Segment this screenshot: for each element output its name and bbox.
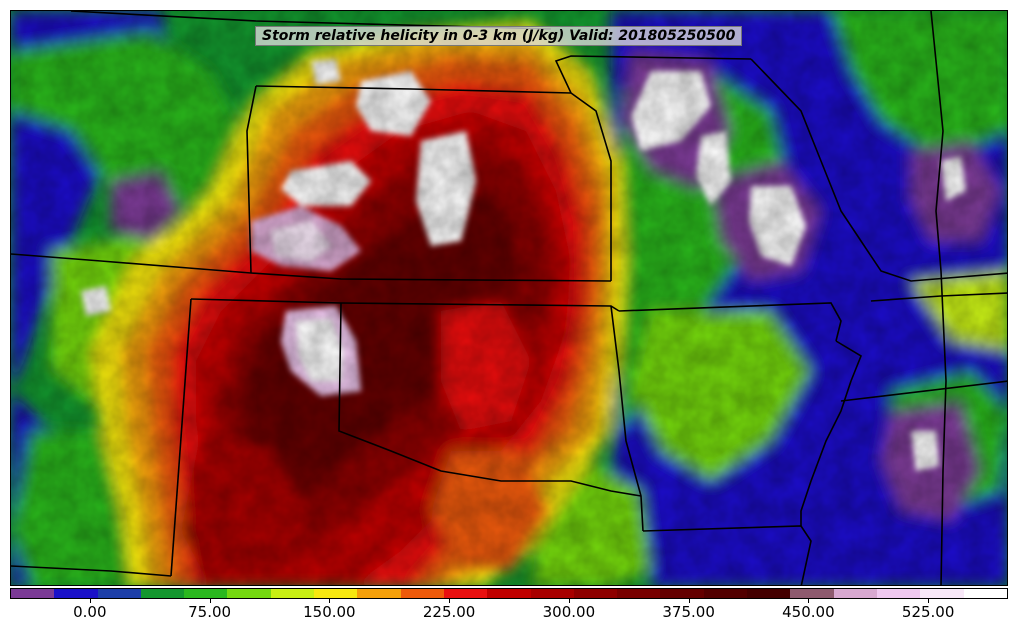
colorbar-tick-mark <box>688 599 690 603</box>
colorbar-swatch <box>400 589 444 598</box>
colorbar-swatch <box>747 589 791 598</box>
colorbar-swatch <box>54 589 98 598</box>
colorbar-swatch <box>270 589 315 598</box>
colorbar-tick-mark <box>568 599 570 603</box>
kansas-oklahoma-border <box>190 298 620 312</box>
iowa-missouri-border <box>554 55 752 281</box>
colorbar-tick-mark <box>928 599 930 603</box>
colorbar-swatch <box>487 589 531 598</box>
dakota-border <box>255 85 572 94</box>
colorbar-tick-mark <box>449 599 451 603</box>
colorbar-swatch <box>184 589 228 598</box>
colorbar-swatch <box>443 589 488 598</box>
colorbar-tick-label: 150.00 <box>303 603 356 621</box>
colorbar-swatch <box>703 589 748 598</box>
colorbar <box>10 588 1008 599</box>
map-title: Storm relative helicity in 0-3 km (J/kg)… <box>255 26 743 46</box>
colorbar-swatch <box>140 589 185 598</box>
colorbar-tick-mark <box>808 599 810 603</box>
colorbar-swatch <box>876 589 921 598</box>
colorbar-swatch <box>314 589 358 598</box>
mississippi-river <box>800 340 862 526</box>
colorado-east-border <box>246 85 257 274</box>
colorbar-tick-label: 300.00 <box>542 603 596 621</box>
map-panel: Storm relative helicity in 0-3 km (J/kg)… <box>10 10 1008 586</box>
colorbar-swatch <box>790 589 834 598</box>
colorbar-tick-mark <box>329 599 331 603</box>
state-boundaries <box>11 11 1007 585</box>
colorbar-tick-label: 0.00 <box>73 603 107 621</box>
colorbar-tick-mark <box>89 599 91 603</box>
colorbar-ticks: 0.00 75.00 150.00 225.00 300.00 375.00 450.00 5… <box>10 599 1008 629</box>
colorbar-swatch <box>11 589 55 598</box>
colorbar-swatch <box>530 589 574 598</box>
colorbar-swatch <box>617 589 661 598</box>
colorbar-tick-label: 450.00 <box>782 603 835 621</box>
colorbar-swatch <box>227 589 271 598</box>
colorbar-swatch <box>357 589 401 598</box>
colorbar-tick-label: 375.00 <box>662 603 715 621</box>
helicity-field-map <box>11 11 1007 585</box>
nebraska-kansas-border <box>11 253 612 282</box>
colorbar-tick-mark <box>209 599 211 603</box>
colorbar-swatch <box>963 589 1007 598</box>
colorbar-swatch <box>920 589 964 598</box>
colorbar-swatch <box>97 589 141 598</box>
oklahoma-panhandle <box>170 298 192 577</box>
colorbar-tick-label: 75.00 <box>188 603 232 621</box>
colorbar-swatch <box>573 589 618 598</box>
colorbar-swatch <box>833 589 877 598</box>
colorbar-tick-label: 525.00 <box>901 603 955 621</box>
colorbar-swatch <box>660 589 704 598</box>
colorbar-tick-label: 225.00 <box>422 603 476 621</box>
